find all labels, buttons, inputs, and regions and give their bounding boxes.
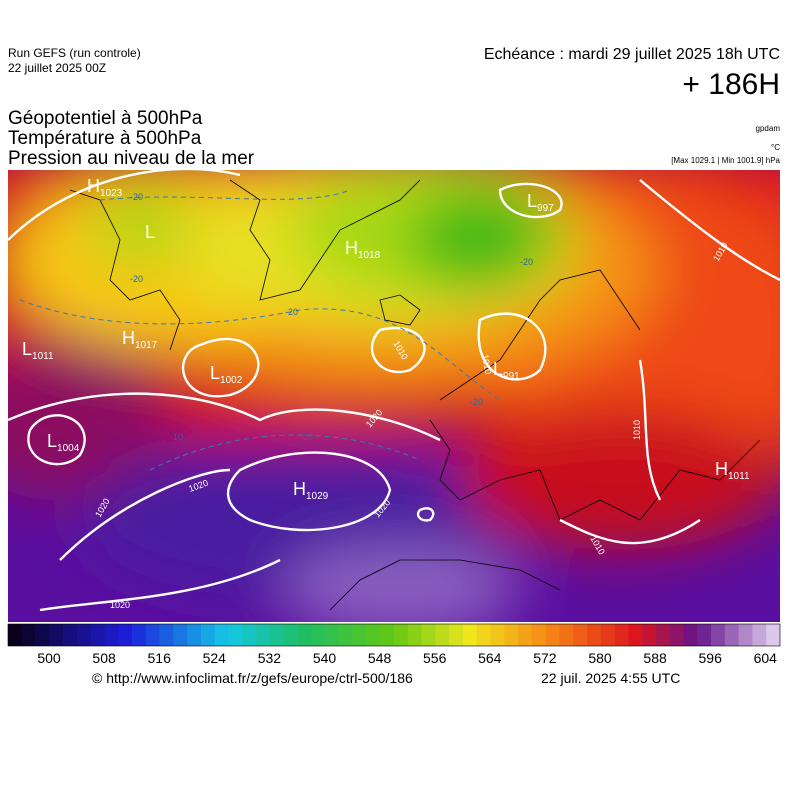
center-value: 1011 (728, 471, 750, 482)
unit-gpdam: gpdam (755, 124, 780, 133)
pressure-center: L1011 (22, 339, 54, 362)
center-type: H (715, 459, 728, 479)
isobar-label: 1010 (632, 420, 642, 440)
center-value: 1018 (358, 250, 381, 261)
center-type: L (210, 363, 220, 383)
center-value: 1004 (57, 443, 80, 454)
center-type: L (145, 222, 155, 242)
run-date: 22 juillet 2025 00Z (8, 61, 107, 75)
temperature-label: -20 (285, 307, 298, 317)
pressure-center: L1004 (47, 431, 80, 454)
field-3: Pression au niveau de la mer (8, 148, 255, 169)
center-value: 997 (537, 203, 554, 214)
lead-time: + 186H (682, 68, 780, 101)
center-type: L (493, 359, 503, 379)
pressure-center: H1011 (715, 459, 750, 482)
temperature-label: -20 (520, 257, 533, 267)
center-value: 1002 (220, 375, 243, 386)
pressure-center: L (145, 222, 155, 242)
pressure-center: H1023 (87, 176, 123, 199)
unit-celsius: °C (771, 143, 780, 152)
center-type: H (293, 479, 306, 499)
run-label: Run GEFS (run controle) (8, 46, 141, 60)
pressure-center: H1029 (293, 479, 329, 502)
pressure-center: H1017 (122, 328, 158, 351)
isobar-label: 1010 (480, 354, 493, 375)
field-1: Géopotentiel à 500hPa (8, 108, 203, 129)
center-type: H (345, 238, 358, 258)
center-value: 991 (503, 371, 520, 382)
temperature-label: -10 (170, 432, 183, 442)
unit-hpa: [Max 1029.1 | Min 1001.9] hPa (671, 156, 780, 165)
source-url: © http://www.infoclimat.fr/z/gefs/europe… (92, 670, 413, 686)
echeance: Echéance : mardi 29 juillet 2025 18h UTC (483, 46, 780, 63)
pressure-center: L997 (527, 191, 554, 214)
isobar-label: 1020 (110, 600, 130, 610)
center-type: L (527, 191, 537, 211)
temperature-label: -20 (130, 192, 143, 202)
pressure-center: L991 (493, 359, 520, 382)
temperature-label: -20 (470, 397, 483, 407)
pressure-center: H1018 (345, 238, 381, 261)
field-2: Température à 500hPa (8, 128, 202, 149)
center-value: 1023 (100, 188, 123, 199)
center-value: 1011 (32, 351, 54, 362)
center-type: L (22, 339, 32, 359)
temperature-label: -10 (300, 432, 313, 442)
center-type: H (122, 328, 135, 348)
temperature-label: -20 (130, 274, 143, 284)
pressure-center: L1002 (210, 363, 243, 386)
center-value: 1017 (135, 340, 158, 351)
center-value: 1029 (306, 491, 329, 502)
center-type: H (87, 176, 100, 196)
timestamp: 22 juil. 2025 4:55 UTC (541, 670, 681, 686)
center-type: L (47, 431, 57, 451)
